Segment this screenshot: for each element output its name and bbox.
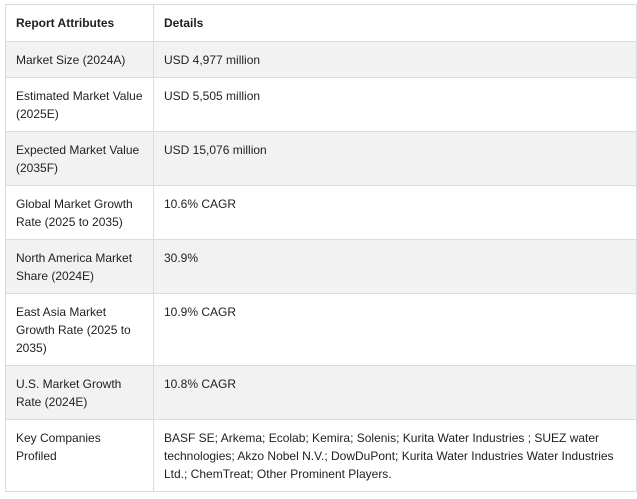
details-cell: BASF SE; Arkema; Ecolab; Kemira; Solenis…	[153, 419, 637, 492]
attribute-cell: Market Size (2024A)	[5, 41, 154, 78]
header-report-attributes: Report Attributes	[5, 4, 154, 42]
header-details: Details	[153, 4, 637, 42]
table-row: North America Market Share (2024E) 30.9%	[5, 239, 637, 294]
details-cell: 10.8% CAGR	[153, 365, 637, 420]
table-row: Estimated Market Value (2025E) USD 5,505…	[5, 77, 637, 132]
table-row: Key Companies Profiled BASF SE; Arkema; …	[5, 419, 637, 492]
report-attributes-table: Report Attributes Details Market Size (2…	[5, 4, 637, 492]
table-row: Expected Market Value (2035F) USD 15,076…	[5, 131, 637, 186]
details-cell: USD 4,977 million	[153, 41, 637, 78]
details-cell: 30.9%	[153, 239, 637, 294]
table-row: Market Size (2024A) USD 4,977 million	[5, 41, 637, 78]
attribute-cell: Key Companies Profiled	[5, 419, 154, 492]
attribute-cell: East Asia Market Growth Rate (2025 to 20…	[5, 293, 154, 366]
attribute-cell: Expected Market Value (2035F)	[5, 131, 154, 186]
details-cell: 10.6% CAGR	[153, 185, 637, 240]
details-cell: 10.9% CAGR	[153, 293, 637, 366]
table-row: East Asia Market Growth Rate (2025 to 20…	[5, 293, 637, 366]
attribute-cell: Global Market Growth Rate (2025 to 2035)	[5, 185, 154, 240]
attribute-cell: U.S. Market Growth Rate (2024E)	[5, 365, 154, 420]
table-row: Global Market Growth Rate (2025 to 2035)…	[5, 185, 637, 240]
attribute-cell: Estimated Market Value (2025E)	[5, 77, 154, 132]
details-cell: USD 15,076 million	[153, 131, 637, 186]
table-row: U.S. Market Growth Rate (2024E) 10.8% CA…	[5, 365, 637, 420]
details-cell: USD 5,505 million	[153, 77, 637, 132]
table-header-row: Report Attributes Details	[5, 4, 637, 42]
attribute-cell: North America Market Share (2024E)	[5, 239, 154, 294]
